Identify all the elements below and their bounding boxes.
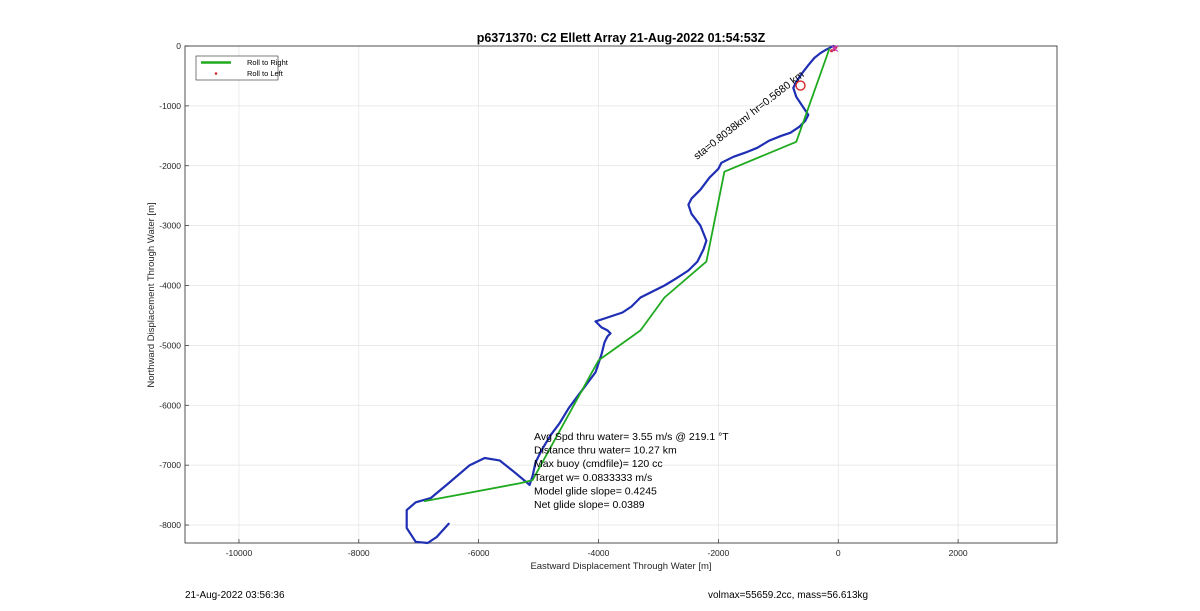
y-tick-label: -4000: [159, 281, 181, 291]
footer-timestamp: 21-Aug-2022 03:56:36: [185, 590, 285, 601]
track-line: [405, 44, 835, 545]
x-tick-label: -8000: [348, 548, 370, 558]
legend-box: [195, 55, 279, 81]
y-tick-label: 0: [176, 41, 181, 51]
y-tick-label: -5000: [159, 340, 181, 350]
legend-label-roll-left: Roll to Left: [247, 69, 284, 78]
y-axis-label: Northward Displacement Through Water [m]: [146, 202, 157, 387]
diagonal-annotation: sta=0.8038km/ hr=0.5680 km: [691, 69, 806, 163]
x-tick-label: -10000: [226, 548, 253, 558]
axis-ticks: -10000 -8000 -6000 -4000 -2000 0 2000 0 -1000 -20…: [159, 41, 968, 558]
stats-line: Distance thru water= 10.27 km: [534, 445, 677, 457]
stats-line: Net glide slope= 0.0389: [534, 499, 645, 511]
x-tick-label: -2000: [708, 548, 730, 558]
y-tick-label: -2000: [159, 161, 181, 171]
plot-area: [184, 45, 1058, 544]
x-axis-label: Eastward Displacement Through Water [m]: [530, 561, 711, 572]
x-tick-label: 2000: [949, 548, 968, 558]
y-tick-label: -1000: [159, 101, 181, 111]
y-tick-label: -7000: [159, 460, 181, 470]
y-tick-label: -6000: [159, 400, 181, 410]
x-tick-label: -4000: [588, 548, 610, 558]
stats-line: Model glide slope= 0.4245: [534, 485, 657, 497]
legend-swatch-roll-left: [214, 72, 218, 75]
stats-annotation: Avg Spd thru water= 3.55 m/s @ 219.1 °T D…: [534, 431, 729, 511]
end-marker: [831, 44, 839, 52]
y-tick-label: -8000: [159, 520, 181, 530]
x-tick-label: 0: [836, 548, 841, 558]
stats-line: Max buoy (cmdfile)= 120 cc: [534, 458, 663, 470]
legend-label-roll-right: Roll to Right: [247, 58, 289, 67]
roll-to-right-line: [423, 48, 831, 503]
chart-title: p6371370: C2 Ellett Array 21-Aug-2022 01…: [477, 31, 766, 45]
y-tick-label: -3000: [159, 221, 181, 231]
stats-line: Target w= 0.0833333 m/s: [534, 472, 652, 484]
series-layer: [405, 44, 835, 545]
start-marker: [795, 80, 806, 91]
stats-line: Avg Spd thru water= 3.55 m/s @ 219.1 °T: [534, 431, 729, 443]
x-tick-label: -6000: [468, 548, 490, 558]
footer-volmax-mass: volmax=55659.2cc, mass=56.613kg: [708, 590, 869, 601]
legend: Roll to Right Roll to Left: [195, 55, 289, 81]
markers-layer: [795, 44, 839, 91]
